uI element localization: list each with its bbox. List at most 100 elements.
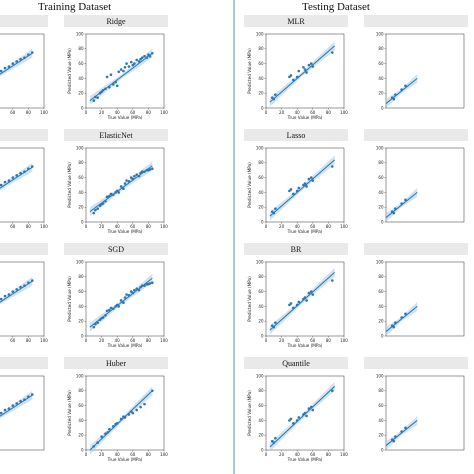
data-point [7,293,11,296]
data-point [106,430,110,434]
x-tick-label: 100 [340,224,348,229]
data-point [292,78,295,82]
data-point [307,177,311,181]
data-point [27,281,30,285]
data-point [140,170,144,173]
data-point [311,179,315,182]
data-point [104,199,107,203]
y-tick-label: 80 [78,274,84,279]
data-point [127,294,131,297]
y-tick-label: 20 [78,205,84,210]
regression-line [0,280,33,303]
data-point [274,207,277,210]
data-point [23,56,26,59]
data-point [0,183,3,187]
y-tick-label: 40 [258,418,264,423]
y-tick-label: 40 [378,76,384,81]
y-tick-label: 60 [378,61,384,66]
data-point [331,165,334,168]
data-point [272,211,276,215]
y-tick-label: 40 [78,304,84,309]
data-point [15,288,18,291]
chart-panel: Huber 0 20 40 60 80 100 0 20 40 60 80 100 True Value … [64,357,168,462]
x-tick-label: 100 [340,452,348,457]
data-point [307,291,311,295]
x-tick-label: 0 [265,452,268,457]
data-point [311,293,315,296]
data-point [143,402,146,406]
data-point [27,53,30,57]
x-tick-label: 60 [310,110,316,115]
data-point [400,430,403,433]
data-point [307,63,311,67]
data-point [151,281,154,285]
data-point [295,303,299,307]
x-tick-label: 80 [146,338,152,343]
y-tick-label: 40 [258,190,264,195]
x-tick-label: 100 [160,110,168,115]
data-point [272,97,276,101]
data-point [137,60,141,63]
data-point [140,56,144,59]
data-point [309,405,313,409]
y-tick-label: 60 [78,289,84,294]
data-point [96,96,99,99]
x-tick-label: 0 [265,338,268,343]
x-tick-label: 100 [40,338,48,343]
data-point [311,65,315,68]
y-axis-label: Predicted Value (MPa) [247,48,252,94]
y-tick-label: 20 [258,433,264,438]
y-tick-label: 60 [258,289,264,294]
data-point [305,414,308,418]
data-point [105,75,109,79]
chart-panel: 0 20 40 60 80 100 [364,357,468,452]
data-point [295,419,299,422]
x-tick-label: 20 [99,224,105,229]
data-point [137,288,141,292]
x-tick-label: 40 [295,338,301,343]
data-point [331,389,334,393]
data-point [297,69,301,73]
x-tick-label: 60 [10,338,16,343]
data-point [274,436,277,440]
data-point [123,182,127,185]
data-point [133,288,136,292]
data-point [122,187,125,190]
y-tick-label: 100 [376,31,384,36]
chart-panel [0,357,48,451]
data-point [31,279,34,282]
data-point [331,51,334,54]
data-point [3,408,7,412]
data-point [297,300,301,304]
data-point [303,296,307,299]
y-axis-label: Predicted Value (MPa) [67,162,72,208]
panel-title-strip [0,15,48,27]
data-point [307,407,311,410]
x-tick-label: 80 [146,110,152,115]
x-tick-label: 20 [279,110,285,115]
data-point [109,73,113,76]
data-point [3,180,7,184]
regression-line [269,271,335,331]
chart-panel: SGD 0 20 40 60 80 100 0 20 40 60 80 100 True Value (M… [64,243,168,348]
data-point [23,170,26,173]
data-point [11,290,15,293]
data-point [394,321,397,324]
data-point [303,68,307,71]
data-point [289,417,293,421]
confidence-band [0,48,33,77]
x-axis-label: True Value (MPa) [287,115,323,120]
data-point [19,285,22,289]
regression-line [385,78,418,104]
data-point [94,95,97,99]
data-point [119,68,123,71]
y-tick-label: 20 [378,319,384,324]
y-tick-label: 40 [78,190,84,195]
x-tick-label: 40 [115,452,121,457]
data-point [11,404,15,407]
y-axis-label: Predicted Value (MPa) [247,276,252,322]
data-point [148,282,152,285]
data-point [305,185,308,188]
y-tick-label: 80 [78,388,84,393]
data-point [105,309,109,313]
